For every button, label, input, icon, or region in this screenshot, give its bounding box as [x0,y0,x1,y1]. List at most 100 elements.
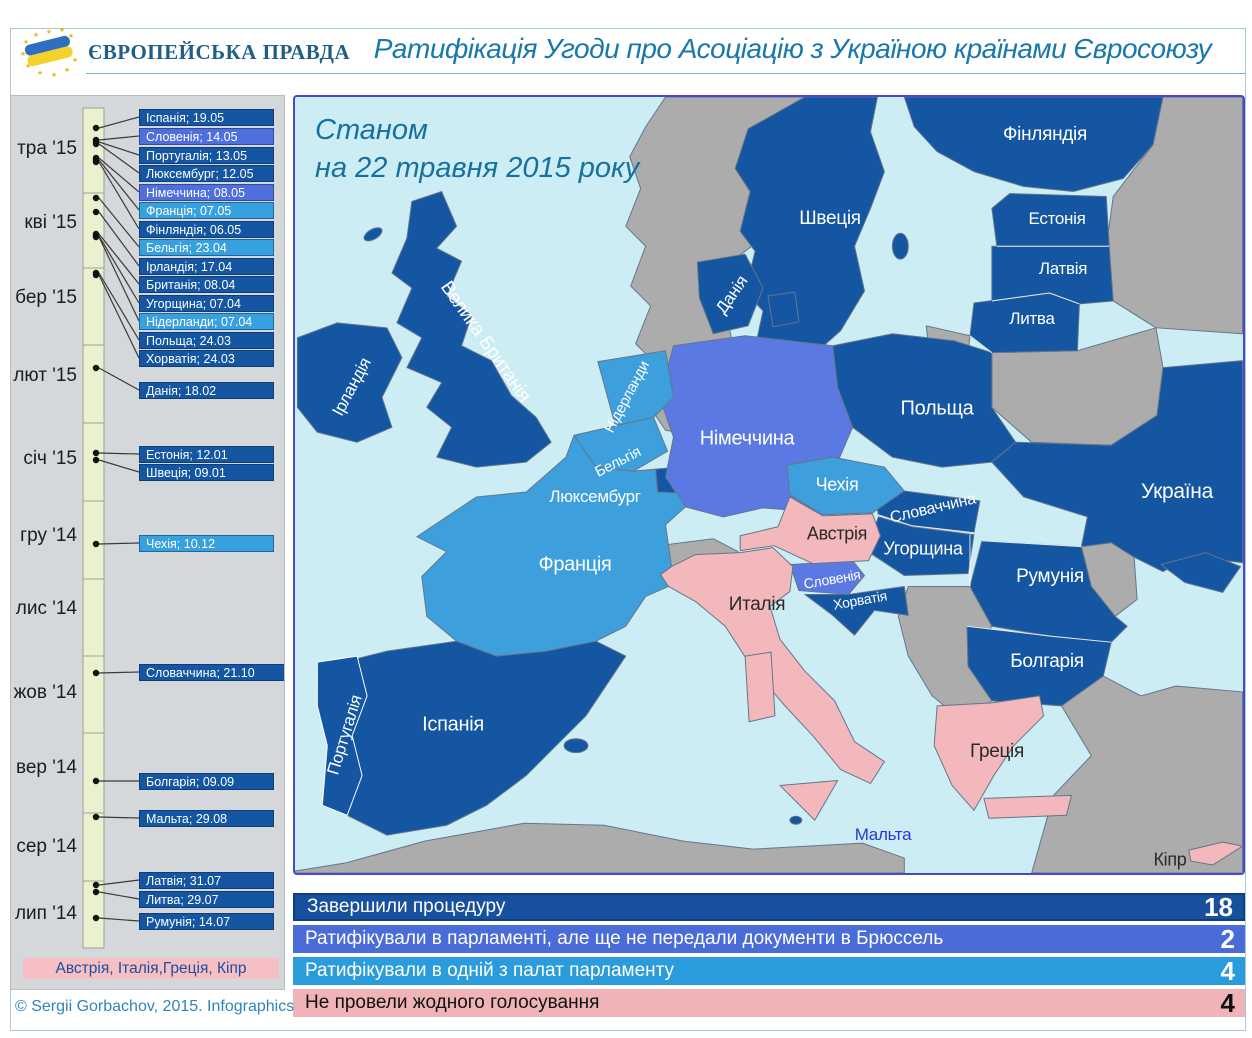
region-crimea [1160,552,1242,593]
map-label-poland: Польща [900,397,974,420]
timeline-entry: Словенія; 14.05 [139,128,274,145]
map-label-spain: Іспанія [422,713,484,736]
europe-map-shapes [295,97,1243,873]
timeline-sidebar: тра '15 кві '15 бер '15 лют '15 січ '15 … [10,95,285,990]
timeline-entry: Люксембург; 12.05 [139,165,274,182]
svg-text:★: ★ [20,50,26,58]
legend-label: Завершили процедуру [307,896,506,917]
country-turkey [1031,675,1243,873]
legend-label: Не провели жодного голосування [305,992,600,1013]
svg-text:★: ★ [33,31,39,39]
timeline-entry: Франція; 07.05 [139,202,274,219]
map-label-hungary: Угорщина [883,538,963,559]
legend-count: 4 [1220,955,1235,986]
map-label-romania: Румунія [1016,566,1084,587]
svg-text:★: ★ [51,71,57,78]
copyright-credit: © Sergii Gorbachov, 2015. Infographics [15,998,295,1015]
country-croatia [804,585,909,636]
map-label-estonia: Естонія [1028,209,1086,228]
legend-completed: Завершили процедуру 18 [293,891,1245,922]
map-label-germany: Німеччина [699,427,795,450]
country-austria [739,496,881,565]
map-label-lithuania: Литва [1009,309,1055,328]
country-greece [933,695,1045,811]
legend-label: Ратифікували в парламенті, але ще не пер… [305,928,944,949]
country-uk [391,191,552,468]
svg-text:★: ★ [64,66,70,74]
map-label-czechia: Чехія [815,474,859,495]
island-sicily [779,779,839,821]
as-of-line1: Станом [315,114,428,146]
title-underline [86,73,1245,74]
svg-text:★: ★ [59,26,65,34]
month-label: кві '15 [24,212,77,233]
map-label-greece: Греція [970,741,1024,762]
map-label-finland: Фінляндія [1003,124,1087,145]
timeline-entry: Нідерланди; 07.04 [139,313,274,330]
region-north-africa [295,822,905,873]
timeline-entry: Румунія; 14.07 [139,913,274,930]
timeline-entry: Словаччина; 21.10 [139,664,284,681]
month-label: лип '14 [14,903,77,924]
timeline-entry: Німеччина; 08.05 [139,184,274,201]
timeline-entry: Латвія; 31.07 [139,872,274,889]
month-label: лют '15 [13,365,77,386]
country-netherlands [597,350,674,428]
legend-label: Ратифікували в одній з палат парламенту [305,960,675,981]
month-label: гру '14 [20,525,77,546]
country-czechia [786,456,905,516]
timeline-entry: Польща; 24.03 [139,332,274,349]
map-label-cyprus: Кіпр [1153,849,1187,870]
timeline-entry: Естонія; 12.01 [139,446,274,463]
timeline-entry: Мальта; 29.08 [139,810,274,827]
legend-ratified-parliament: Ратифікували в парламенті, але ще не пер… [293,923,1245,954]
month-label: жов '14 [13,682,77,703]
as-of-line2: на 22 травня 2015 року [315,152,640,184]
island-mallorca [563,738,589,754]
map-label-france: Франція [538,553,612,576]
island-crete [983,794,1072,819]
map-label-luxembourg: Люксембург [549,487,641,506]
svg-text:★: ★ [68,32,74,40]
timeline-entry: Чехія; 10.12 [139,535,274,552]
svg-text:★: ★ [25,62,31,70]
map-as-of-note: Станом на 22 травня 2015 року [315,111,639,187]
timeline-entry: Ірландія; 17.04 [139,258,274,275]
country-ukraine [991,360,1243,573]
svg-text:★: ★ [37,69,43,77]
svg-text:★: ★ [72,56,78,64]
legend-count: 18 [1204,891,1233,922]
non-voters-note: Австрія, Італія,Греція, Кіпр [23,958,279,979]
map-label-austria: Австрія [806,523,868,544]
timeline-entry: Фінляндія; 06.05 [139,221,274,238]
map-label-sweden: Швеція [799,208,861,229]
month-label: тра '15 [17,138,77,159]
map-label-latvia: Латвія [1038,259,1088,278]
timeline-entry: Бельгія; 23.04 [139,239,274,256]
svg-text:★: ★ [46,28,52,36]
country-malta [789,815,803,825]
island-hebrides [363,227,383,242]
timeline-entry: Хорватія; 24.03 [139,350,274,367]
month-label: лис '14 [15,598,77,619]
country-cyprus [1188,841,1243,866]
country-portugal [316,655,368,816]
month-label: січ '15 [23,448,77,469]
svg-text:★: ★ [23,38,29,46]
timeline-entry: Литва; 29.07 [139,891,274,908]
country-finland [903,97,1164,193]
legend-count: 2 [1220,923,1235,954]
legend-one-chamber: Ратифікували в одній з палат парламенту … [293,955,1245,986]
map-label-ukraine: Україна [1141,480,1213,503]
map-label-italy: Италія [728,594,786,615]
country-ireland [296,322,403,443]
timeline-entry: Британія; 08.04 [139,276,274,293]
page-title: Ратифікація Угоди про Асоціацію з Україн… [373,33,1212,64]
country-romania [969,540,1128,643]
month-label: бер '15 [15,287,77,308]
map-label-bulgaria: Болгарія [1010,651,1084,672]
map-label-malta: Мальта [854,825,912,844]
brand-name: ЄВРОПЕЙСЬКА ПРАВДА [88,40,351,64]
timeline-entry: Швеція; 09.01 [139,464,274,481]
timeline-graphics [82,107,140,949]
